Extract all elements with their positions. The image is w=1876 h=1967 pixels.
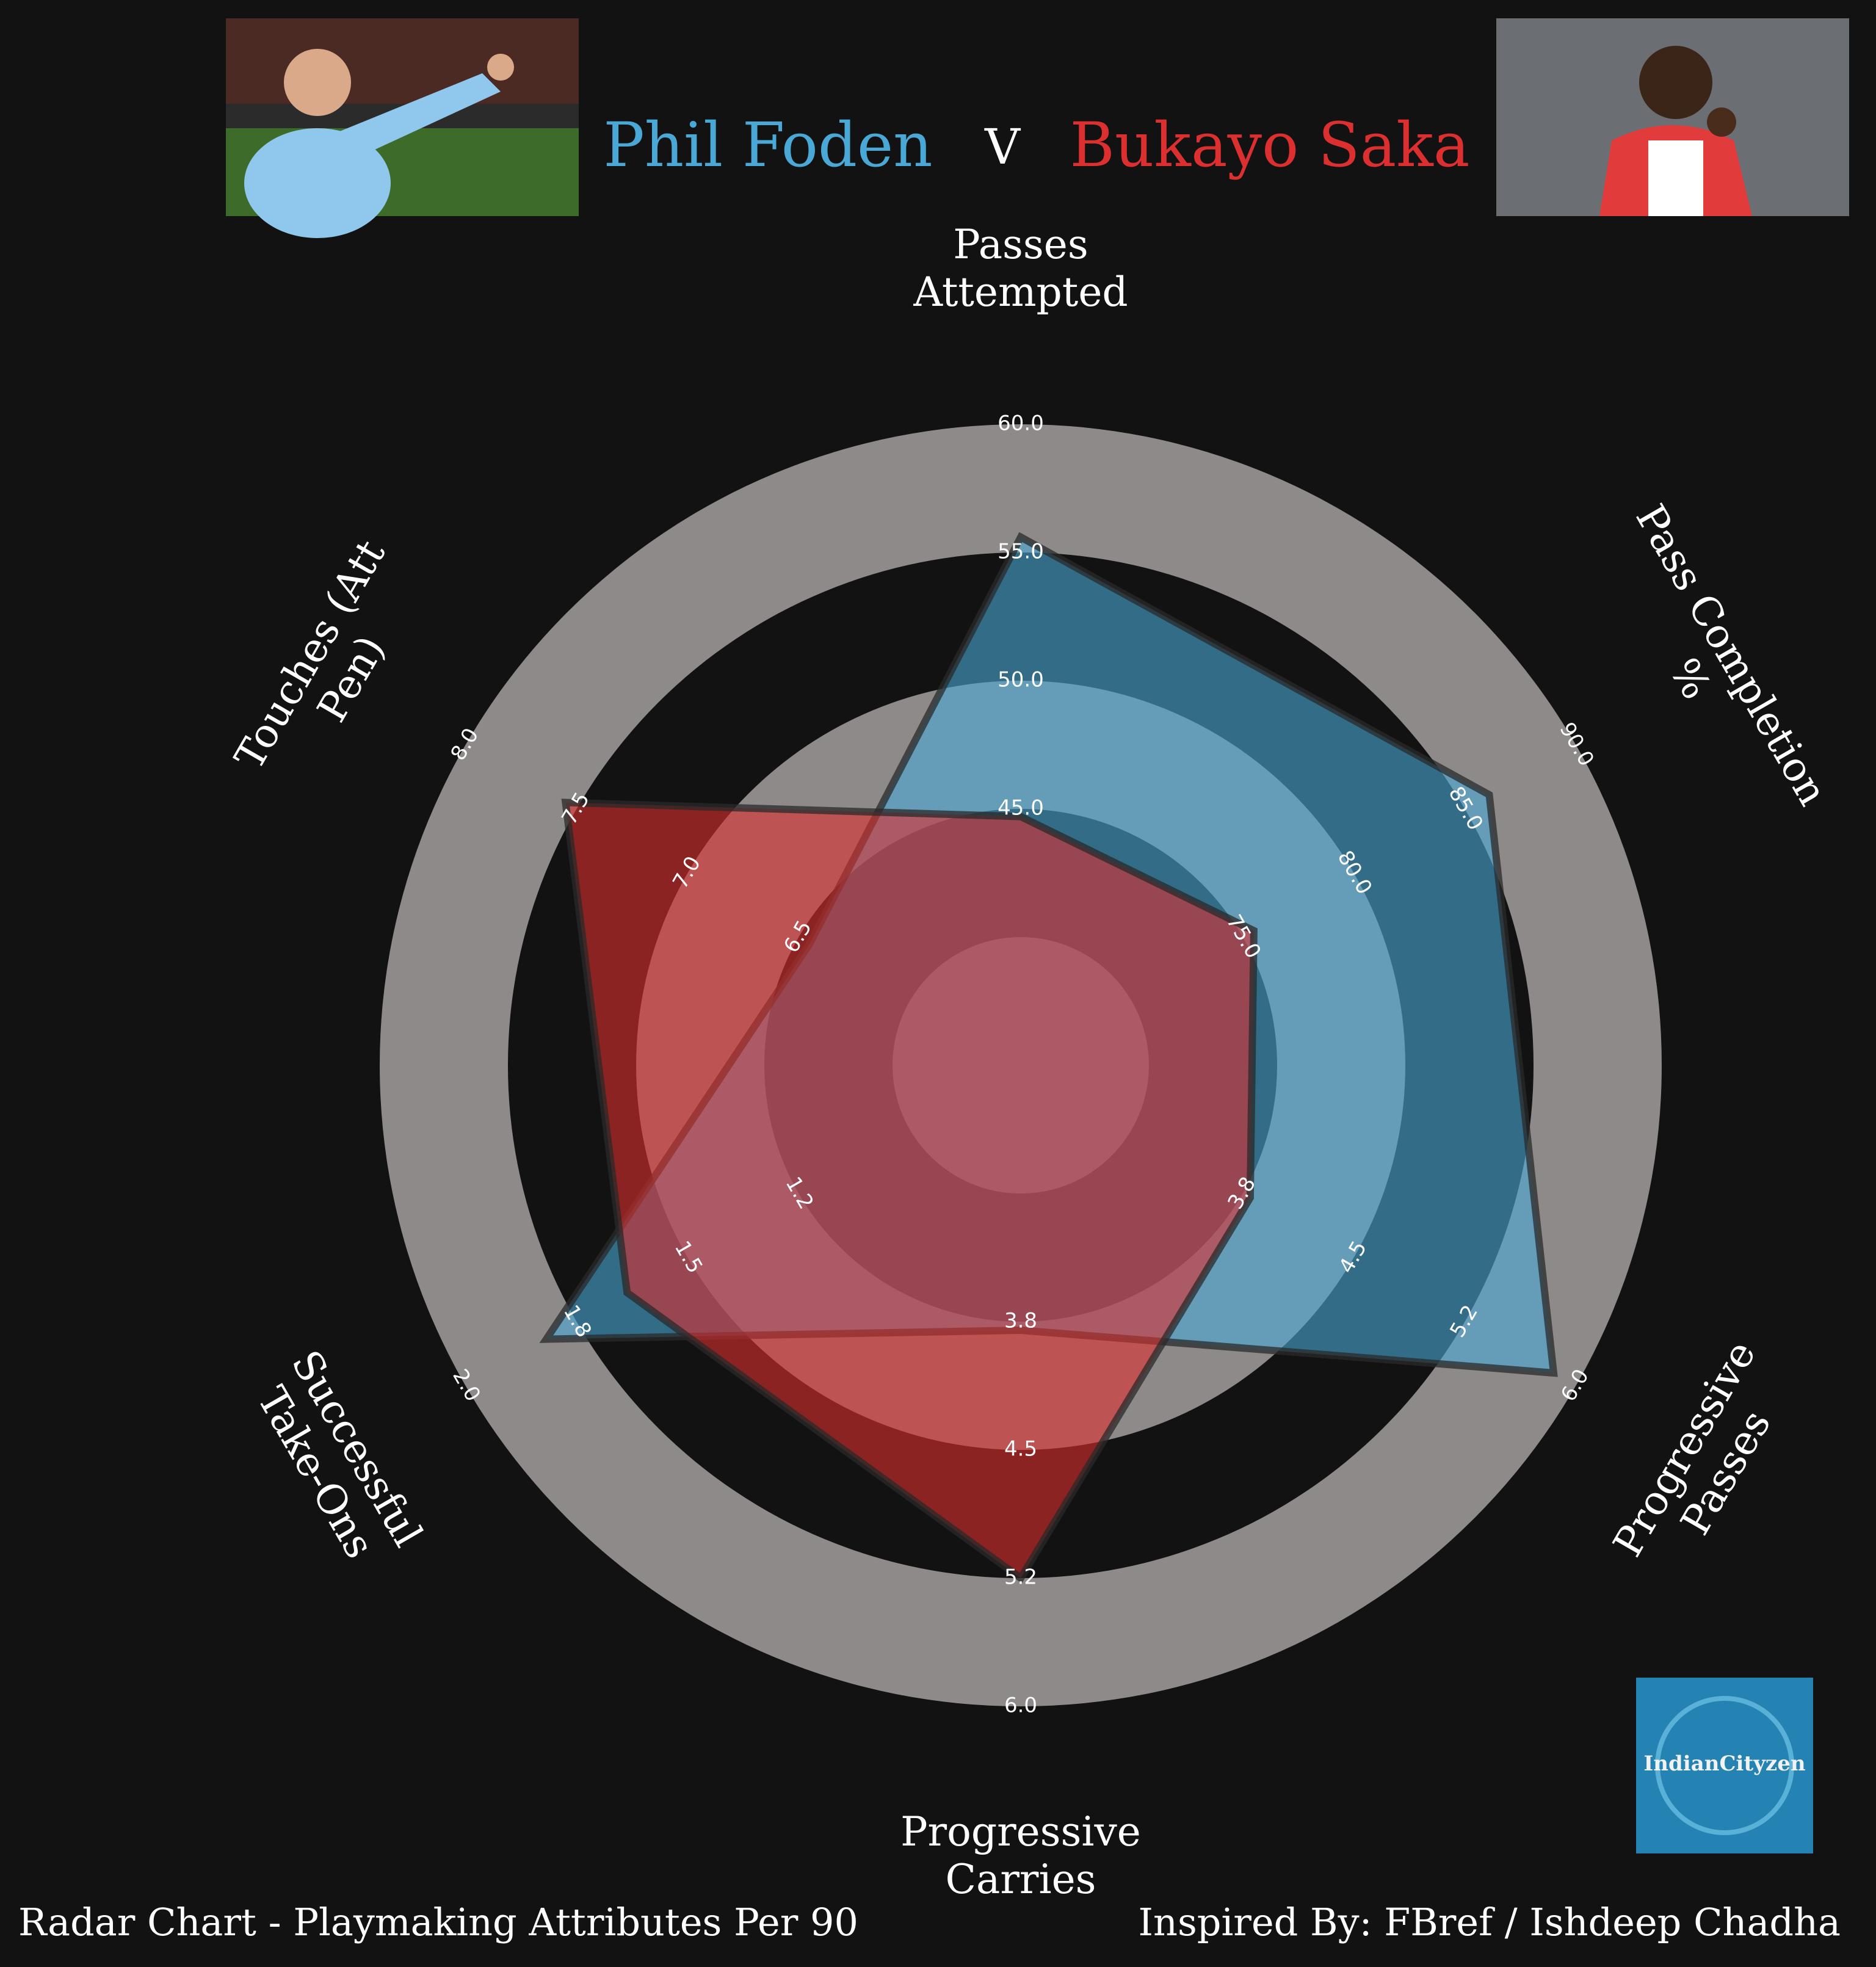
footer-right: Inspired By: FBref / Ishdeep Chadha [1139, 1900, 1841, 1944]
player-b-name: Bukayo Saka [1070, 109, 1470, 181]
player-b-photo [1496, 18, 1849, 216]
series-polygon-1 [561, 799, 1258, 1584]
tick-label: 55.0 [998, 540, 1044, 564]
versus-label: V [984, 118, 1021, 175]
axis-label-line: Passes [953, 221, 1088, 268]
axis-label-line: Progressive [900, 1808, 1141, 1855]
player-a-name: Phil Foden [603, 109, 932, 181]
footer-left: Radar Chart - Playmaking Attributes Per … [18, 1900, 858, 1944]
tick-label: 4.5 [1004, 1437, 1037, 1462]
tick-label: 6.0 [1004, 1694, 1037, 1718]
axis-label-line: Attempted [913, 269, 1128, 316]
player-a-photo [226, 18, 579, 238]
tick-label: 5.2 [1004, 1565, 1037, 1590]
tick-label: 45.0 [998, 796, 1044, 820]
logo-text: IndianCityzen [1643, 1751, 1805, 1776]
tick-label: 50.0 [998, 668, 1044, 692]
tick-label: 3.8 [1004, 1309, 1037, 1333]
tick-label: 60.0 [998, 411, 1044, 436]
radar-polygons [539, 532, 1558, 1584]
indiancityzen-logo: IndianCityzen [1636, 1678, 1813, 1853]
axis-label-line: Carries [946, 1856, 1096, 1903]
